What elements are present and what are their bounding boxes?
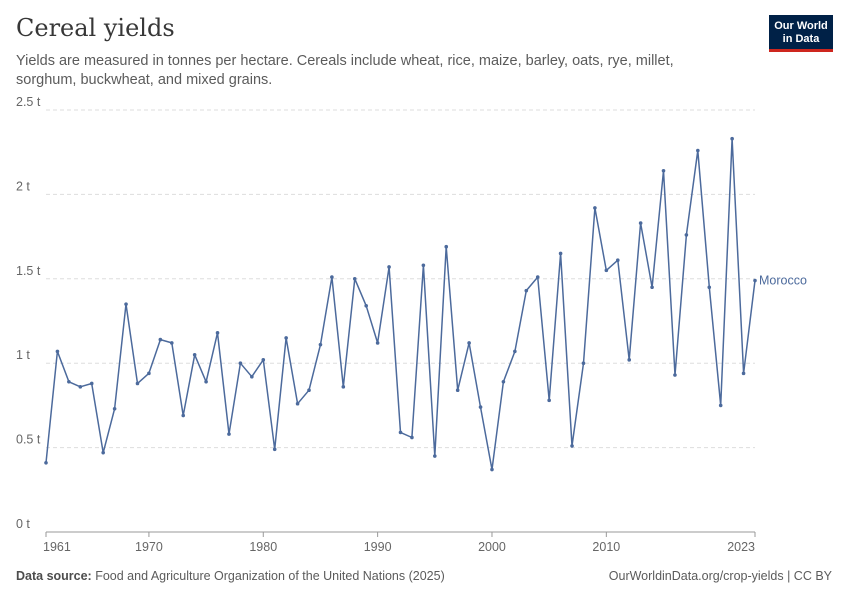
data-point <box>387 265 391 269</box>
data-point <box>581 361 586 366</box>
data-point <box>352 277 357 281</box>
data-point <box>433 454 437 458</box>
data-point <box>684 233 689 237</box>
data-point <box>78 385 83 389</box>
data-source-text[interactable]: Food and Agriculture Organization of the… <box>95 569 445 583</box>
y-tick-label: 1.5 t <box>16 264 41 278</box>
data-point <box>570 444 574 448</box>
y-tick-label: 1 t <box>16 348 30 362</box>
x-tick-label: 2000 <box>478 540 506 554</box>
data-point <box>650 285 654 290</box>
data-point <box>547 398 551 403</box>
data-point <box>238 361 243 366</box>
data-point <box>673 373 677 377</box>
logo-line-1: Our World <box>774 20 828 32</box>
x-tick-label: 2023 <box>727 540 755 554</box>
logo-line-2: in Data <box>782 33 820 45</box>
data-point <box>204 379 208 384</box>
grid-layer <box>46 109 755 449</box>
data-point <box>341 385 346 389</box>
data-point <box>696 148 700 153</box>
data-point <box>261 358 266 362</box>
owid-logo[interactable]: Our World in Data <box>769 15 833 52</box>
series-label: Morocco <box>759 273 807 287</box>
data-point <box>638 221 643 225</box>
data-point <box>604 268 609 273</box>
data-point <box>593 206 597 210</box>
y-tick-label: 0 t <box>16 517 30 531</box>
data-point <box>741 371 746 376</box>
data-point <box>295 401 300 406</box>
data-point <box>318 342 323 347</box>
data-point <box>501 379 506 384</box>
data-point <box>730 136 734 141</box>
x-tick-label: 1961 <box>43 540 71 554</box>
data-point <box>272 447 277 452</box>
data-point <box>490 467 494 472</box>
data-point <box>707 285 712 290</box>
data-source: Data source: Food and Agriculture Organi… <box>16 569 445 583</box>
data-point <box>398 430 403 435</box>
data-point <box>227 432 231 436</box>
data-point <box>535 275 540 279</box>
data-point <box>615 258 620 263</box>
series-layer: Morocco <box>44 136 807 472</box>
y-tick-label: 2.5 t <box>16 95 41 109</box>
x-tick-label: 1970 <box>135 540 163 554</box>
data-point <box>444 244 449 249</box>
data-point <box>467 341 471 345</box>
data-point <box>169 341 174 345</box>
data-point <box>101 450 105 455</box>
data-point <box>307 388 311 393</box>
x-tick-label: 1980 <box>249 540 277 554</box>
data-point <box>375 341 380 345</box>
data-point <box>558 251 563 256</box>
series-line-morocco <box>45 137 756 471</box>
data-point <box>478 405 483 409</box>
data-point <box>192 352 197 357</box>
data-point <box>44 460 48 465</box>
y-tick-label: 2 t <box>16 179 30 193</box>
axis-layer: 0 t 0.5 t 1 t 1.5 t 2 t 2.5 t 1961 1970 1980 1990… <box>16 95 756 554</box>
data-point <box>124 302 128 306</box>
data-source-label: Data source: <box>16 569 92 583</box>
data-point <box>421 263 426 268</box>
data-point <box>330 275 334 279</box>
data-point <box>158 337 163 342</box>
data-point <box>364 304 368 308</box>
footer-url[interactable]: OurWorldinData.org/crop-yields | CC BY <box>608 569 832 583</box>
chart-subtitle: Yields are measured in tonnes per hectar… <box>16 53 674 88</box>
data-point <box>627 358 632 362</box>
data-point <box>524 288 529 293</box>
chart-title: Cereal yields <box>16 14 175 42</box>
data-point <box>147 371 151 376</box>
data-point <box>55 349 60 354</box>
data-point <box>284 336 288 340</box>
data-point <box>661 168 666 173</box>
data-point <box>215 331 220 335</box>
y-tick-label: 0.5 t <box>16 433 41 447</box>
data-point <box>753 278 757 283</box>
data-point <box>718 403 723 408</box>
x-tick-label: 2010 <box>592 540 620 554</box>
data-point <box>513 349 517 354</box>
data-point <box>455 388 460 393</box>
data-point <box>89 381 94 386</box>
data-point <box>250 374 254 379</box>
data-point <box>67 379 71 384</box>
data-point <box>410 435 414 440</box>
x-tick-label: 1990 <box>364 540 392 554</box>
data-point <box>135 381 140 386</box>
data-point <box>181 413 186 418</box>
data-point <box>112 406 117 411</box>
